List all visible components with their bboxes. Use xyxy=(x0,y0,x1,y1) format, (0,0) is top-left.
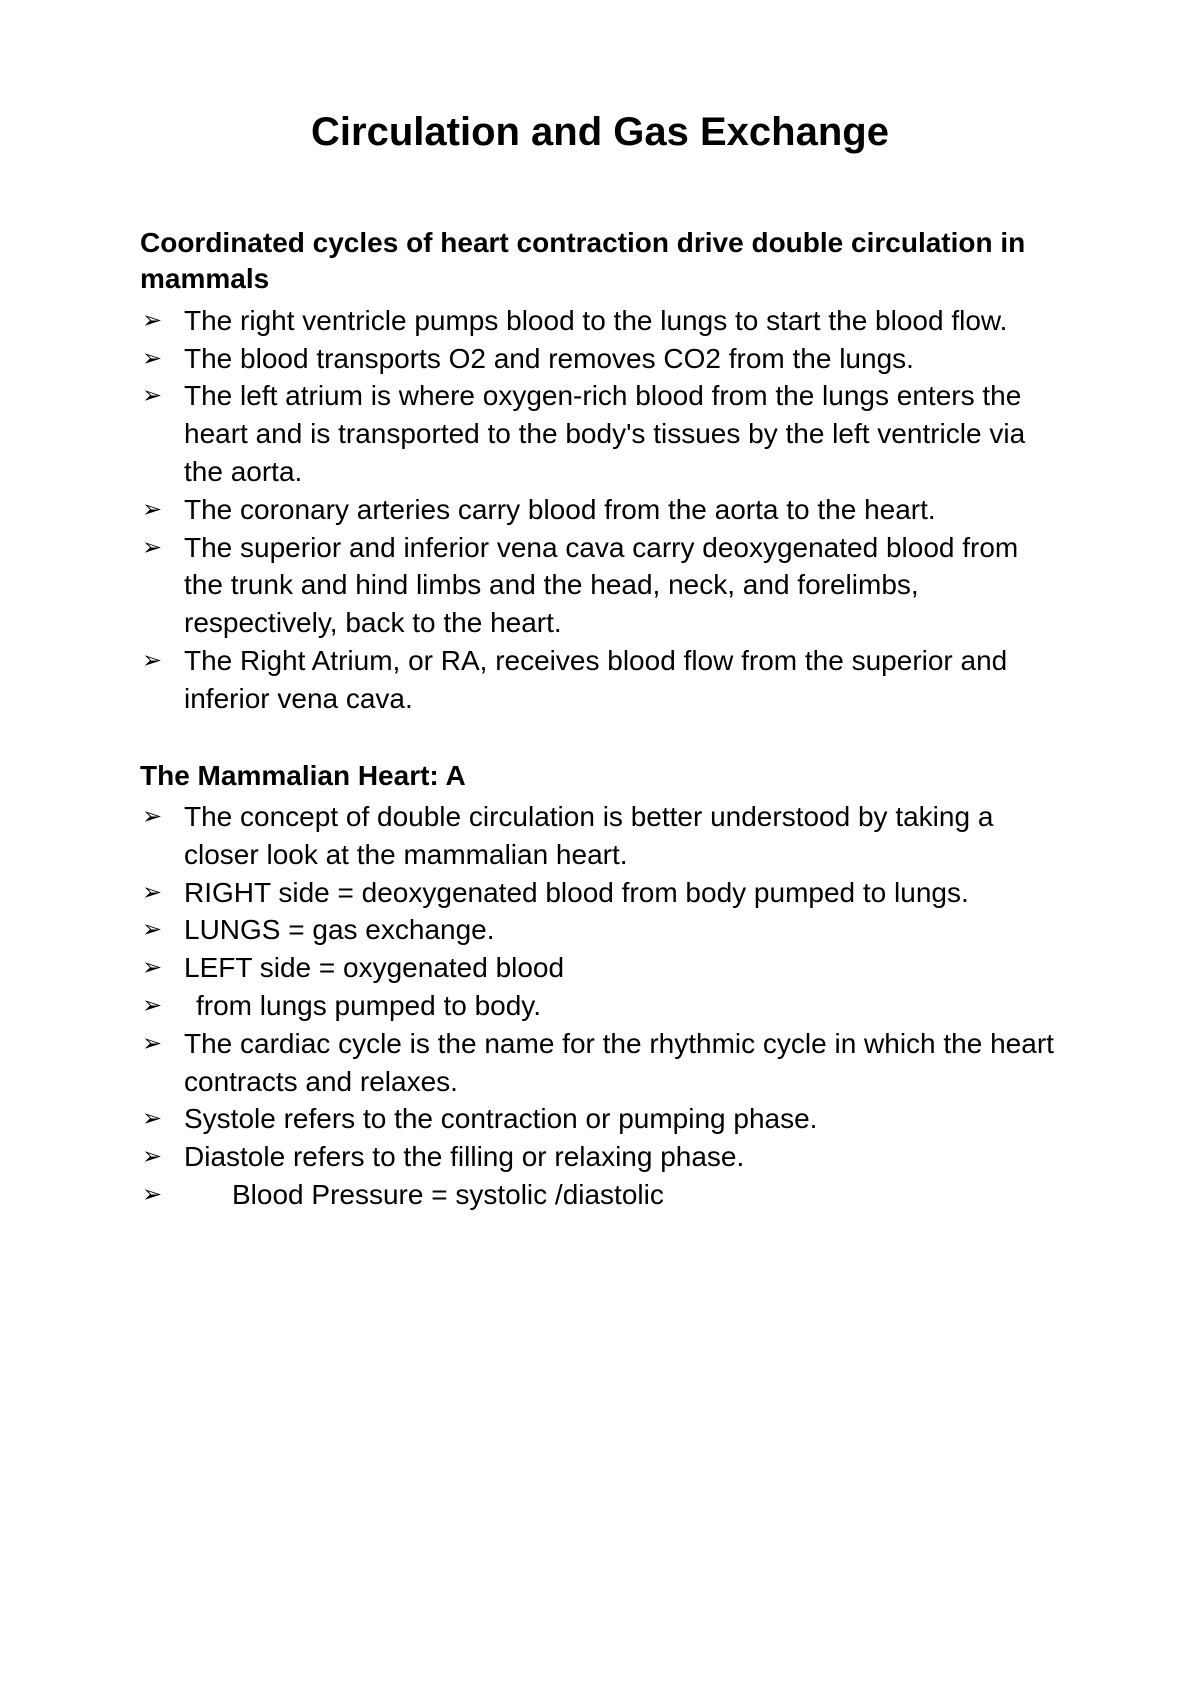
list-item: ➢ The superior and inferior vena cava ca… xyxy=(140,529,1060,642)
list-item: ➢ LUNGS = gas exchange. xyxy=(140,911,1060,949)
bullet-icon: ➢ xyxy=(140,302,184,339)
list-item-text: The cardiac cycle is the name for the rh… xyxy=(184,1025,1060,1101)
list-item-text: The right ventricle pumps blood to the l… xyxy=(184,302,1060,340)
list-item-text: The coronary arteries carry blood from t… xyxy=(184,491,1060,529)
list-item-text: from lungs pumped to body. xyxy=(184,987,1060,1025)
bullet-icon: ➢ xyxy=(140,642,184,679)
list-item-text: The left atrium is where oxygen-rich blo… xyxy=(184,377,1060,490)
list-item: ➢ The blood transports O2 and removes CO… xyxy=(140,340,1060,378)
list-item: ➢ The left atrium is where oxygen-rich b… xyxy=(140,377,1060,490)
section-2: The Mammalian Heart: A ➢ The concept of … xyxy=(140,758,1060,1214)
list-item-text: Blood Pressure = systolic /diastolic xyxy=(184,1176,1060,1214)
list-item-text: The concept of double circulation is bet… xyxy=(184,798,1060,874)
bullet-list: ➢ The concept of double circulation is b… xyxy=(140,798,1060,1214)
list-item-text: The Right Atrium, or RA, receives blood … xyxy=(184,642,1060,718)
list-item: ➢ Blood Pressure = systolic /diastolic xyxy=(140,1176,1060,1214)
bullet-icon: ➢ xyxy=(140,949,184,986)
list-item: ➢ The Right Atrium, or RA, receives bloo… xyxy=(140,642,1060,718)
document-page: Circulation and Gas Exchange Coordinated… xyxy=(0,0,1200,1697)
list-item: ➢ LEFT side = oxygenated blood xyxy=(140,949,1060,987)
bullet-icon: ➢ xyxy=(140,491,184,528)
bullet-icon: ➢ xyxy=(140,340,184,377)
section-heading: The Mammalian Heart: A xyxy=(140,758,1060,794)
list-item: ➢ Systole refers to the contraction or p… xyxy=(140,1100,1060,1138)
bullet-icon: ➢ xyxy=(140,911,184,948)
list-item-text: The blood transports O2 and removes CO2 … xyxy=(184,340,1060,378)
bullet-icon: ➢ xyxy=(140,874,184,911)
list-item-text: RIGHT side = deoxygenated blood from bod… xyxy=(184,874,1060,912)
list-item: ➢ The coronary arteries carry blood from… xyxy=(140,491,1060,529)
bullet-icon: ➢ xyxy=(140,377,184,414)
list-item-text: Systole refers to the contraction or pum… xyxy=(184,1100,1060,1138)
bullet-icon: ➢ xyxy=(140,529,184,566)
list-item: ➢ The cardiac cycle is the name for the … xyxy=(140,1025,1060,1101)
list-item: ➢ The concept of double circulation is b… xyxy=(140,798,1060,874)
list-item-text: LUNGS = gas exchange. xyxy=(184,911,1060,949)
list-item: ➢ from lungs pumped to body. xyxy=(140,987,1060,1025)
page-title: Circulation and Gas Exchange xyxy=(140,110,1060,155)
bullet-icon: ➢ xyxy=(140,987,184,1024)
bullet-icon: ➢ xyxy=(140,1025,184,1062)
list-item-text: The superior and inferior vena cava carr… xyxy=(184,529,1060,642)
list-item: ➢ RIGHT side = deoxygenated blood from b… xyxy=(140,874,1060,912)
bullet-icon: ➢ xyxy=(140,1176,184,1213)
bullet-list: ➢ The right ventricle pumps blood to the… xyxy=(140,302,1060,718)
bullet-icon: ➢ xyxy=(140,1138,184,1175)
list-item-text: LEFT side = oxygenated blood xyxy=(184,949,1060,987)
bullet-icon: ➢ xyxy=(140,1100,184,1137)
section-1: Coordinated cycles of heart contraction … xyxy=(140,225,1060,718)
list-item: ➢ The right ventricle pumps blood to the… xyxy=(140,302,1060,340)
section-heading: Coordinated cycles of heart contraction … xyxy=(140,225,1060,298)
list-item: ➢ Diastole refers to the filling or rela… xyxy=(140,1138,1060,1176)
list-item-text: Diastole refers to the filling or relaxi… xyxy=(184,1138,1060,1176)
bullet-icon: ➢ xyxy=(140,798,184,835)
